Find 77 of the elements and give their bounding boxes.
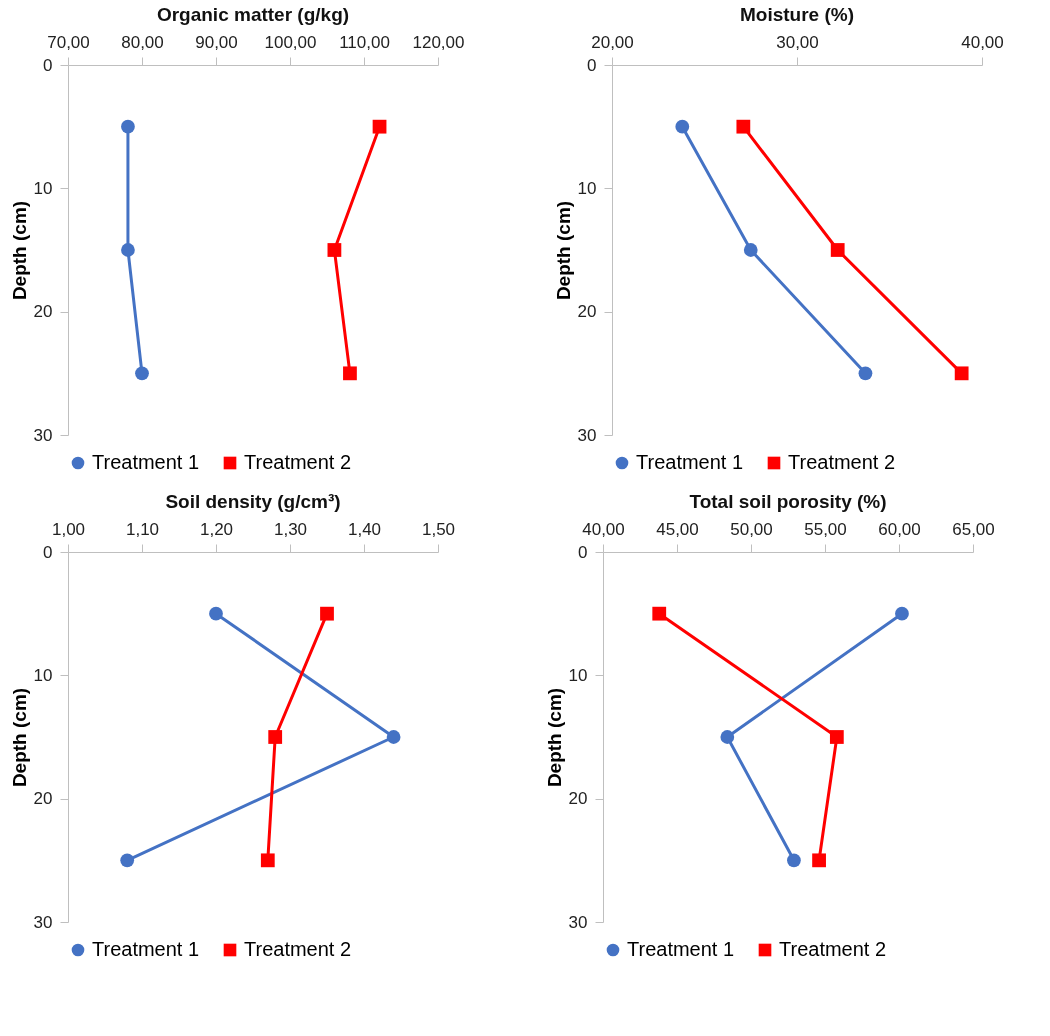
legend-label: Treatment 1: [636, 451, 744, 473]
x-tick-label: 30,00: [776, 32, 819, 52]
y-tick-label: 10: [33, 665, 53, 685]
chart-title: Organic matter (g/kg): [156, 4, 350, 25]
legend-label: Treatment 2: [244, 451, 352, 473]
chart-title: Total soil porosity (%): [689, 491, 887, 512]
y-tick-label: 20: [33, 789, 53, 809]
x-tick-label: 80,00: [121, 32, 164, 52]
y-axis-title: Depth (cm): [552, 200, 574, 301]
x-tick-label: 65,00: [952, 519, 995, 539]
y-tick-label: 30: [568, 912, 588, 932]
chart-title: Soil density (g/cm³): [165, 491, 341, 512]
y-tick-label: 20: [577, 302, 597, 322]
x-tick-label: 55,00: [804, 519, 847, 539]
point: [743, 243, 758, 257]
point: [720, 730, 735, 744]
x-tick-label: 40,00: [582, 519, 625, 539]
x-tick-label: 110,00: [339, 32, 390, 52]
x-tick-label: 1,20: [199, 519, 234, 539]
legend-label: Treatment 2: [244, 938, 352, 960]
y-tick-label: 0: [578, 542, 588, 562]
legend-label: Treatment 1: [92, 938, 200, 960]
legend-label: Treatment 1: [92, 451, 200, 473]
point: [829, 730, 844, 744]
point: [830, 243, 845, 257]
x-tick-label: 1,00: [51, 519, 86, 539]
y-tick-label: 0: [587, 55, 597, 75]
legend-label: Treatment 1: [627, 938, 735, 960]
x-tick-label: 60,00: [878, 519, 921, 539]
point: [320, 606, 334, 621]
point: [260, 853, 275, 868]
point: [812, 853, 826, 868]
point: [135, 366, 149, 381]
point: [386, 730, 401, 744]
point: [954, 366, 969, 381]
y-tick-label: 30: [33, 425, 53, 445]
y-tick-label: 30: [33, 912, 53, 932]
y-tick-label: 20: [33, 302, 53, 322]
x-tick-label: 100,00: [264, 32, 317, 52]
y-tick-label: 0: [43, 542, 53, 562]
y-axis-title: Depth (cm): [8, 200, 30, 301]
y-tick-label: 10: [568, 665, 588, 685]
y-tick-label: 30: [577, 425, 597, 445]
point: [858, 366, 873, 381]
x-tick-label: 45,00: [656, 519, 699, 539]
chart-title: Moisture (%): [740, 4, 854, 25]
x-tick-label: 1,40: [347, 519, 382, 539]
y-axis-title: Depth (cm): [543, 687, 565, 788]
point: [209, 606, 223, 621]
point: [675, 119, 690, 134]
point: [787, 853, 801, 868]
legend-label: Treatment 2: [788, 451, 896, 473]
point: [121, 243, 135, 257]
y-tick-label: 0: [43, 55, 53, 75]
point: [120, 853, 135, 868]
point: [327, 243, 342, 257]
x-tick-label: 40,00: [961, 32, 1004, 52]
x-tick-label: 1,10: [125, 519, 160, 539]
x-tick-label: 90,00: [195, 32, 238, 52]
x-tick-label: 20,00: [591, 32, 634, 52]
legend-label: Treatment 2: [779, 938, 887, 960]
x-tick-label: 120,00: [412, 32, 465, 52]
point: [372, 119, 387, 134]
point: [268, 730, 283, 744]
point: [895, 606, 909, 621]
x-tick-label: 1,50: [421, 519, 456, 539]
point: [736, 119, 751, 134]
x-tick-label: 70,00: [47, 32, 90, 52]
x-tick-label: 50,00: [730, 519, 773, 539]
y-tick-label: 10: [577, 178, 597, 198]
point: [652, 606, 667, 621]
point: [343, 366, 357, 381]
y-axis-title: Depth (cm): [8, 687, 30, 788]
x-tick-label: 1,30: [273, 519, 308, 539]
point: [121, 119, 135, 134]
y-tick-label: 10: [33, 178, 53, 198]
y-tick-label: 20: [568, 789, 588, 809]
